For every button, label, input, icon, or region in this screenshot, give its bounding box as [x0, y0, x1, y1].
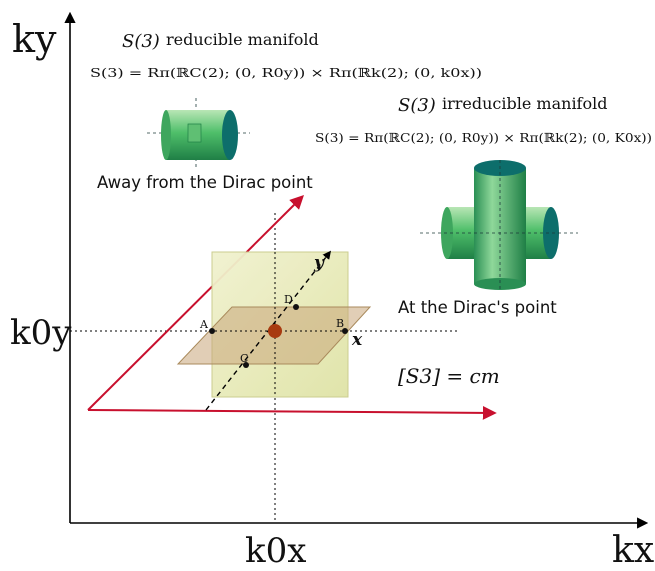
- red-arrow-up: [87, 195, 304, 411]
- reducible-title: reducible manifold: [166, 30, 319, 49]
- point-a-label: A: [199, 318, 209, 331]
- k0x-label: k0x: [245, 531, 306, 571]
- irreducible-title: irreducible manifold: [442, 94, 607, 113]
- units-label: [S3] = cm: [398, 364, 500, 388]
- point-d-marker: [293, 304, 299, 310]
- local-y-label: y: [313, 253, 325, 273]
- cylinder-icon: [147, 98, 250, 170]
- irreducible-symbol: S(3): [398, 95, 436, 116]
- reducible-caption: Away from the Dirac point: [97, 173, 313, 192]
- irreducible-formula: S(3) = Rπ(ℝC(2); (0, R0y)) × Rπ(ℝk(2); (…: [315, 130, 652, 145]
- k0y-label: k0y: [10, 313, 72, 353]
- point-b-label: B: [336, 317, 344, 330]
- point-c-marker: [243, 362, 249, 368]
- reducible-formula: S(3) = Rπ(ℝC(2); (0, R0y)) × Rπ(ℝk(2); (…: [90, 65, 482, 80]
- irreducible-caption: At the Dirac's point: [398, 298, 557, 317]
- red-arrow-right: [87, 405, 497, 420]
- point-a-marker: [209, 328, 215, 334]
- dirac-center-dot: [268, 324, 282, 338]
- point-b-marker: [342, 328, 348, 334]
- point-c-label: C: [240, 352, 248, 365]
- main-axes: [64, 11, 649, 529]
- red-cone-arrows: [87, 195, 497, 420]
- ky-label: ky: [12, 17, 57, 61]
- reducible-symbol: S(3): [122, 31, 160, 52]
- kx-label: kx: [612, 530, 654, 571]
- local-x-label: x: [351, 330, 363, 350]
- point-d-label: D: [284, 293, 293, 306]
- cross-cylinders-icon: [420, 160, 578, 292]
